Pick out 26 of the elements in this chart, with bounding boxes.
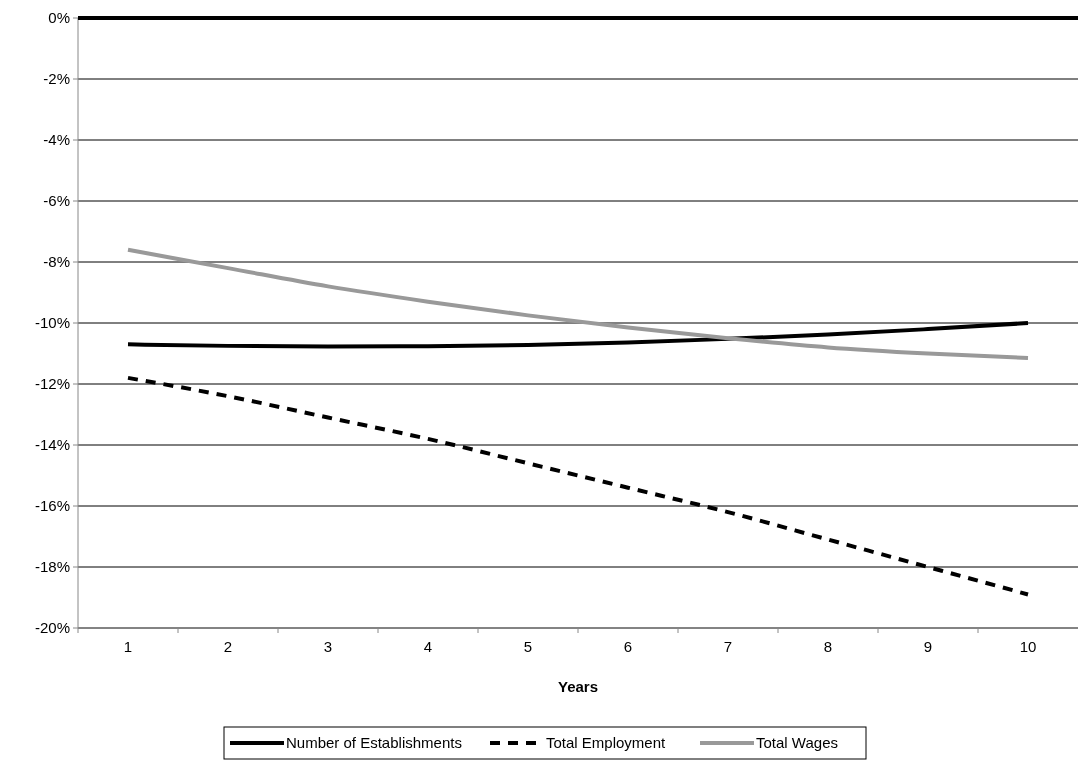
x-tick-label: 3 <box>323 638 333 655</box>
x-tick-label: 8 <box>823 638 833 655</box>
legend-label: Total Wages <box>756 734 838 752</box>
y-tick-label: -14% <box>34 436 70 454</box>
x-tick-label: 9 <box>923 638 933 655</box>
x-tick-label: 10 <box>1019 638 1037 655</box>
y-tick-label: -18% <box>34 558 70 576</box>
legend-label: Total Employment <box>546 734 667 752</box>
y-tick-label: -2% <box>43 70 70 88</box>
y-tick-label: -20% <box>34 619 70 637</box>
x-tick-label: 5 <box>523 638 533 655</box>
y-tick-label: -10% <box>34 314 70 332</box>
y-tick-label: -4% <box>43 131 70 149</box>
y-tick-label: -6% <box>43 192 70 210</box>
y-tick-label: -8% <box>43 253 70 271</box>
x-tick-label: 6 <box>623 638 633 655</box>
legend-label: Number of Establishments <box>286 734 462 752</box>
x-tick-label: 4 <box>423 638 433 655</box>
x-tick-label: 2 <box>223 638 233 655</box>
x-tick-label: 7 <box>723 638 733 655</box>
x-tick-label: 1 <box>123 638 133 655</box>
y-tick-label: -12% <box>34 375 70 393</box>
line-series <box>126 247 1030 361</box>
y-tick-label: 0% <box>48 9 70 27</box>
y-tick-label: -16% <box>34 497 70 515</box>
x-axis-title: Years <box>557 678 599 695</box>
